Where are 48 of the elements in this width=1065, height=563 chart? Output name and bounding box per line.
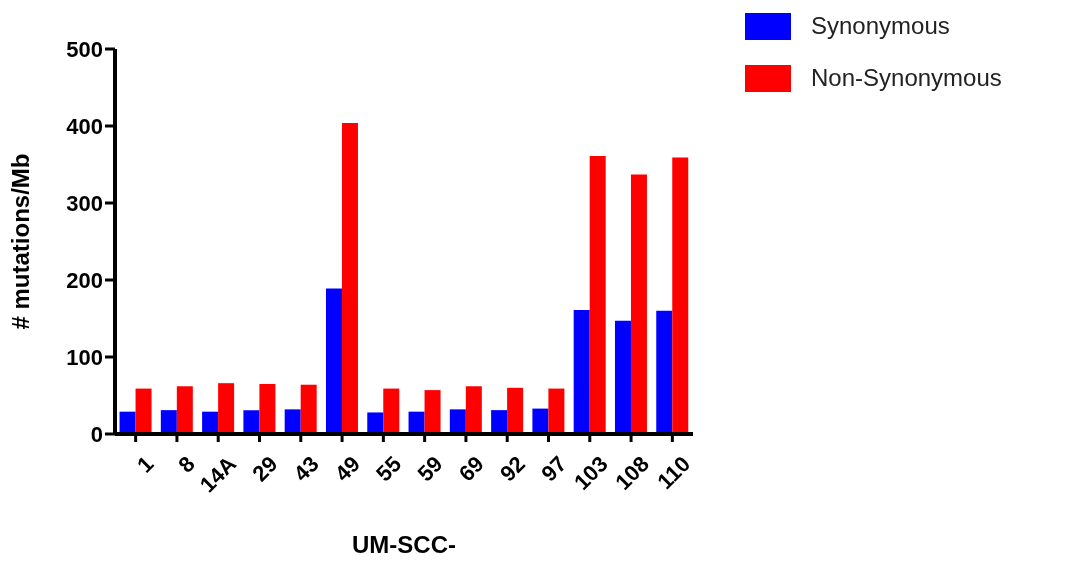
x-axis-title: UM-SCC- [352, 531, 456, 558]
bar [383, 388, 400, 434]
bar [630, 174, 647, 434]
bar [341, 122, 358, 434]
bar [119, 411, 136, 434]
bar [465, 386, 482, 434]
bar [408, 411, 425, 434]
bar [424, 390, 441, 434]
y-tick-label: 0 [90, 421, 103, 447]
x-tick-label: 110 [652, 451, 696, 494]
bar [300, 384, 317, 434]
bar [656, 310, 673, 434]
y-tick-label: 500 [66, 36, 103, 62]
bar [614, 320, 631, 434]
bar [259, 383, 276, 434]
bar [325, 288, 342, 434]
bar [160, 410, 177, 434]
bar [491, 410, 508, 434]
x-tick-label: 55 [371, 451, 407, 487]
y-tick-label: 400 [66, 113, 103, 139]
bar [135, 388, 152, 434]
bar [507, 387, 524, 434]
bar [218, 383, 235, 434]
bar [284, 409, 301, 434]
y-axis-title: # mutations/Mb [6, 153, 34, 330]
x-tick-label: 108 [610, 451, 654, 495]
x-tick-label: 29 [247, 451, 283, 487]
bar [532, 408, 549, 434]
y-tick-label: 100 [66, 344, 103, 370]
x-tick-label: 92 [495, 451, 531, 487]
bar [176, 386, 193, 434]
x-tick-label: 59 [412, 451, 448, 487]
legend-label: Synonymous [811, 12, 950, 40]
y-tick-label: 200 [66, 267, 103, 293]
x-tick-label: 49 [329, 451, 365, 487]
x-tick-label: 1 [132, 451, 159, 478]
bar [573, 310, 590, 434]
x-tick-label: 43 [288, 451, 324, 487]
x-tick-label: 69 [453, 451, 489, 487]
bar [202, 411, 219, 434]
y-tick-label: 300 [66, 190, 103, 216]
bar [589, 156, 606, 434]
legend-label: Non-Synonymous [811, 64, 1002, 92]
bar [672, 157, 689, 434]
bar [243, 410, 260, 434]
bar [367, 412, 384, 434]
bar [449, 409, 466, 434]
bar [548, 388, 565, 434]
